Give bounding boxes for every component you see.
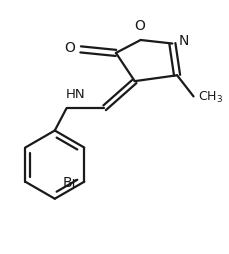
Text: O: O <box>64 41 75 55</box>
Text: HN: HN <box>66 88 86 101</box>
Text: Br: Br <box>63 176 79 190</box>
Text: O: O <box>134 19 145 33</box>
Text: CH$_3$: CH$_3$ <box>198 90 223 105</box>
Text: N: N <box>179 34 189 48</box>
